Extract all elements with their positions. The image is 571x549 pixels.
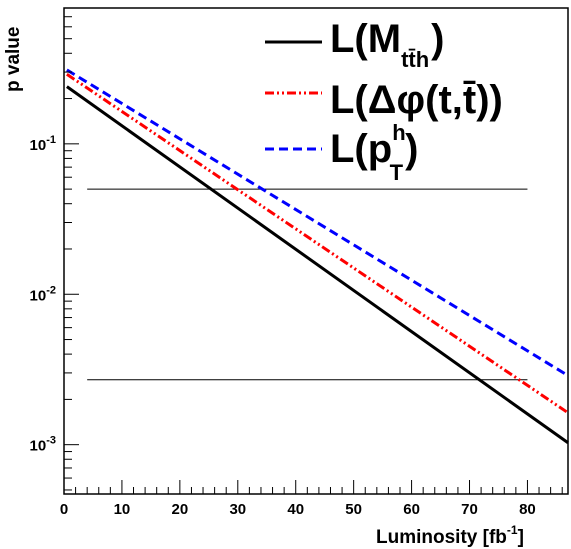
x-tick-label-4: 40 <box>287 501 304 518</box>
x-tick-label-0: 0 <box>60 501 68 518</box>
x-tick-label-1: 10 <box>114 501 131 518</box>
x-axis-label: Luminosity [fb-1] <box>376 523 524 548</box>
y-axis-ticks: 10-1 10-2 10-3 <box>30 7 79 491</box>
plot-frame <box>63 7 569 495</box>
x-tick-label-8: 80 <box>519 501 536 518</box>
y-tick-label-2: 10-3 <box>30 435 56 455</box>
x-axis-ticks: 0 10 20 30 40 50 60 70 80 <box>60 480 563 518</box>
legend: L(Mtt̄h) L(Δφ(t,t̄)) L(ph T) <box>265 17 503 185</box>
x-tick-label-5: 50 <box>345 501 362 518</box>
x-tick-label-2: 20 <box>172 501 189 518</box>
y-axis-label: p value <box>3 27 24 92</box>
x-tick-label-7: 70 <box>461 501 478 518</box>
y-tick-label-0: 10-1 <box>30 134 56 154</box>
legend-label-mtth: L(Mtt̄h) <box>330 17 445 72</box>
reference-lines <box>87 188 528 381</box>
series-line-1 <box>66 73 569 415</box>
legend-label-dphi: L(Δφ(t,t̄)) <box>330 78 503 122</box>
y-tick-label-1: 10-2 <box>30 284 56 304</box>
legend-label-pth: L(ph T) <box>330 120 418 185</box>
x-tick-label-3: 30 <box>229 501 246 518</box>
series-lines <box>66 68 569 444</box>
series-line-0 <box>66 85 569 444</box>
x-tick-label-6: 60 <box>403 501 420 518</box>
